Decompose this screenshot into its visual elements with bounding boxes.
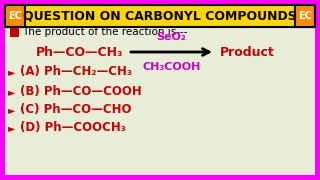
Text: EC: EC [8, 11, 22, 21]
Bar [5, 5, 25, 27]
Text: ►: ► [8, 105, 15, 115]
Text: ►: ► [8, 87, 15, 97]
Text: (B) Ph—CO—COOH: (B) Ph—CO—COOH [20, 86, 142, 98]
Text: (A) Ph—CH₂—CH₃: (A) Ph—CH₂—CH₃ [20, 66, 132, 78]
Text: ►: ► [8, 67, 15, 77]
Text: ►: ► [8, 123, 15, 133]
Text: QUESTION ON CARBONYL COMPOUNDS: QUESTION ON CARBONYL COMPOUNDS [23, 10, 297, 22]
Text: (C) Ph—CO—CHO: (C) Ph—CO—CHO [20, 103, 132, 116]
Text: Ph—CO—CH₃: Ph—CO—CH₃ [36, 46, 124, 58]
Text: EC: EC [298, 11, 312, 21]
Text: (D) Ph—COOCH₃: (D) Ph—COOCH₃ [20, 122, 126, 134]
Text: Product: Product [220, 46, 275, 58]
Text: The product of the reaction is---: The product of the reaction is--- [22, 27, 188, 37]
Text: CH₃COOH: CH₃COOH [142, 62, 201, 72]
Bar [5, 5, 315, 27]
Bar [10, 28, 19, 37]
Text: SeO₂: SeO₂ [156, 32, 186, 42]
Bar [295, 5, 315, 27]
